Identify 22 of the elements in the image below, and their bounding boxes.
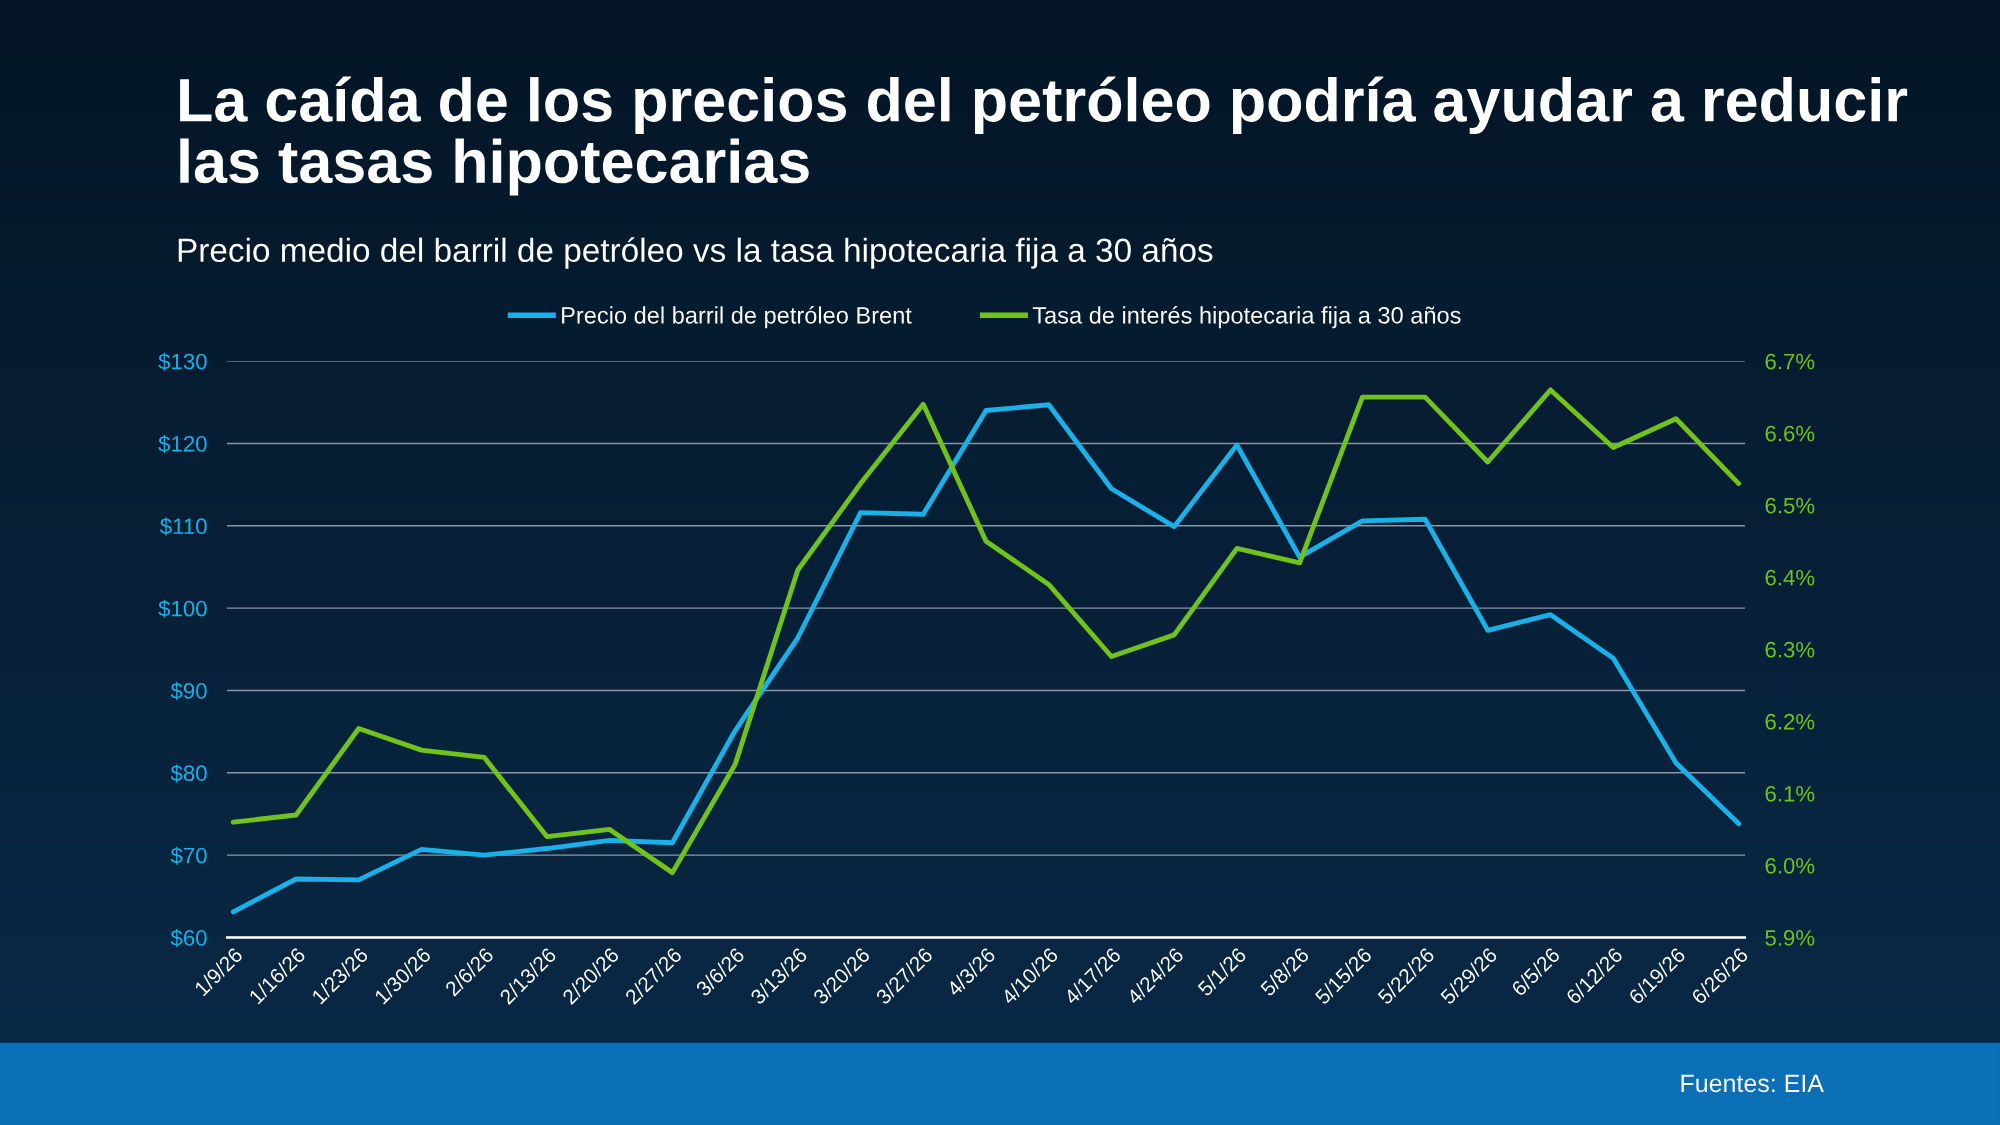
chart-title: La caída de los precios del petróleo podría ayudar a reducir las tasas hipotecarias — [180, 76, 1908, 196]
legend-label: Precio del barril de petróleo Brent — [562, 306, 912, 329]
chart-subtitle: Precio medio del barril de petróleo vs la tasa hipotecaria fija a 30 años — [178, 237, 1213, 269]
y-tick-label: $80 — [170, 764, 207, 783]
y-tick-label: $110 — [160, 517, 207, 536]
source-note: Fuentes: EIA — [1681, 1074, 1824, 1093]
y2-tick-label: 6.7% — [1765, 353, 1815, 370]
y-tick-label: $60 — [170, 929, 207, 948]
y2-tick-label: 5.9% — [1765, 930, 1815, 946]
y-tick-label: $130 — [158, 352, 207, 371]
y-tick-label: $70 — [170, 846, 207, 865]
y2-tick-label: 6.6% — [1765, 425, 1815, 442]
legend-label: Tasa de interés hipotecaria fija a 30 años — [1032, 306, 1461, 329]
y-tick-label: $120 — [158, 435, 207, 454]
y-tick-label: $90 — [170, 682, 207, 701]
y2-tick-label: 6.0% — [1765, 857, 1815, 874]
y-tick-label: $100 — [158, 599, 207, 618]
y2-tick-label: 6.3% — [1765, 641, 1815, 658]
y2-tick-label: 6.4% — [1765, 569, 1815, 586]
y2-tick-label: 6.5% — [1765, 497, 1815, 514]
y2-tick-label: 6.1% — [1765, 785, 1815, 802]
y2-tick-label: 6.2% — [1765, 713, 1815, 730]
